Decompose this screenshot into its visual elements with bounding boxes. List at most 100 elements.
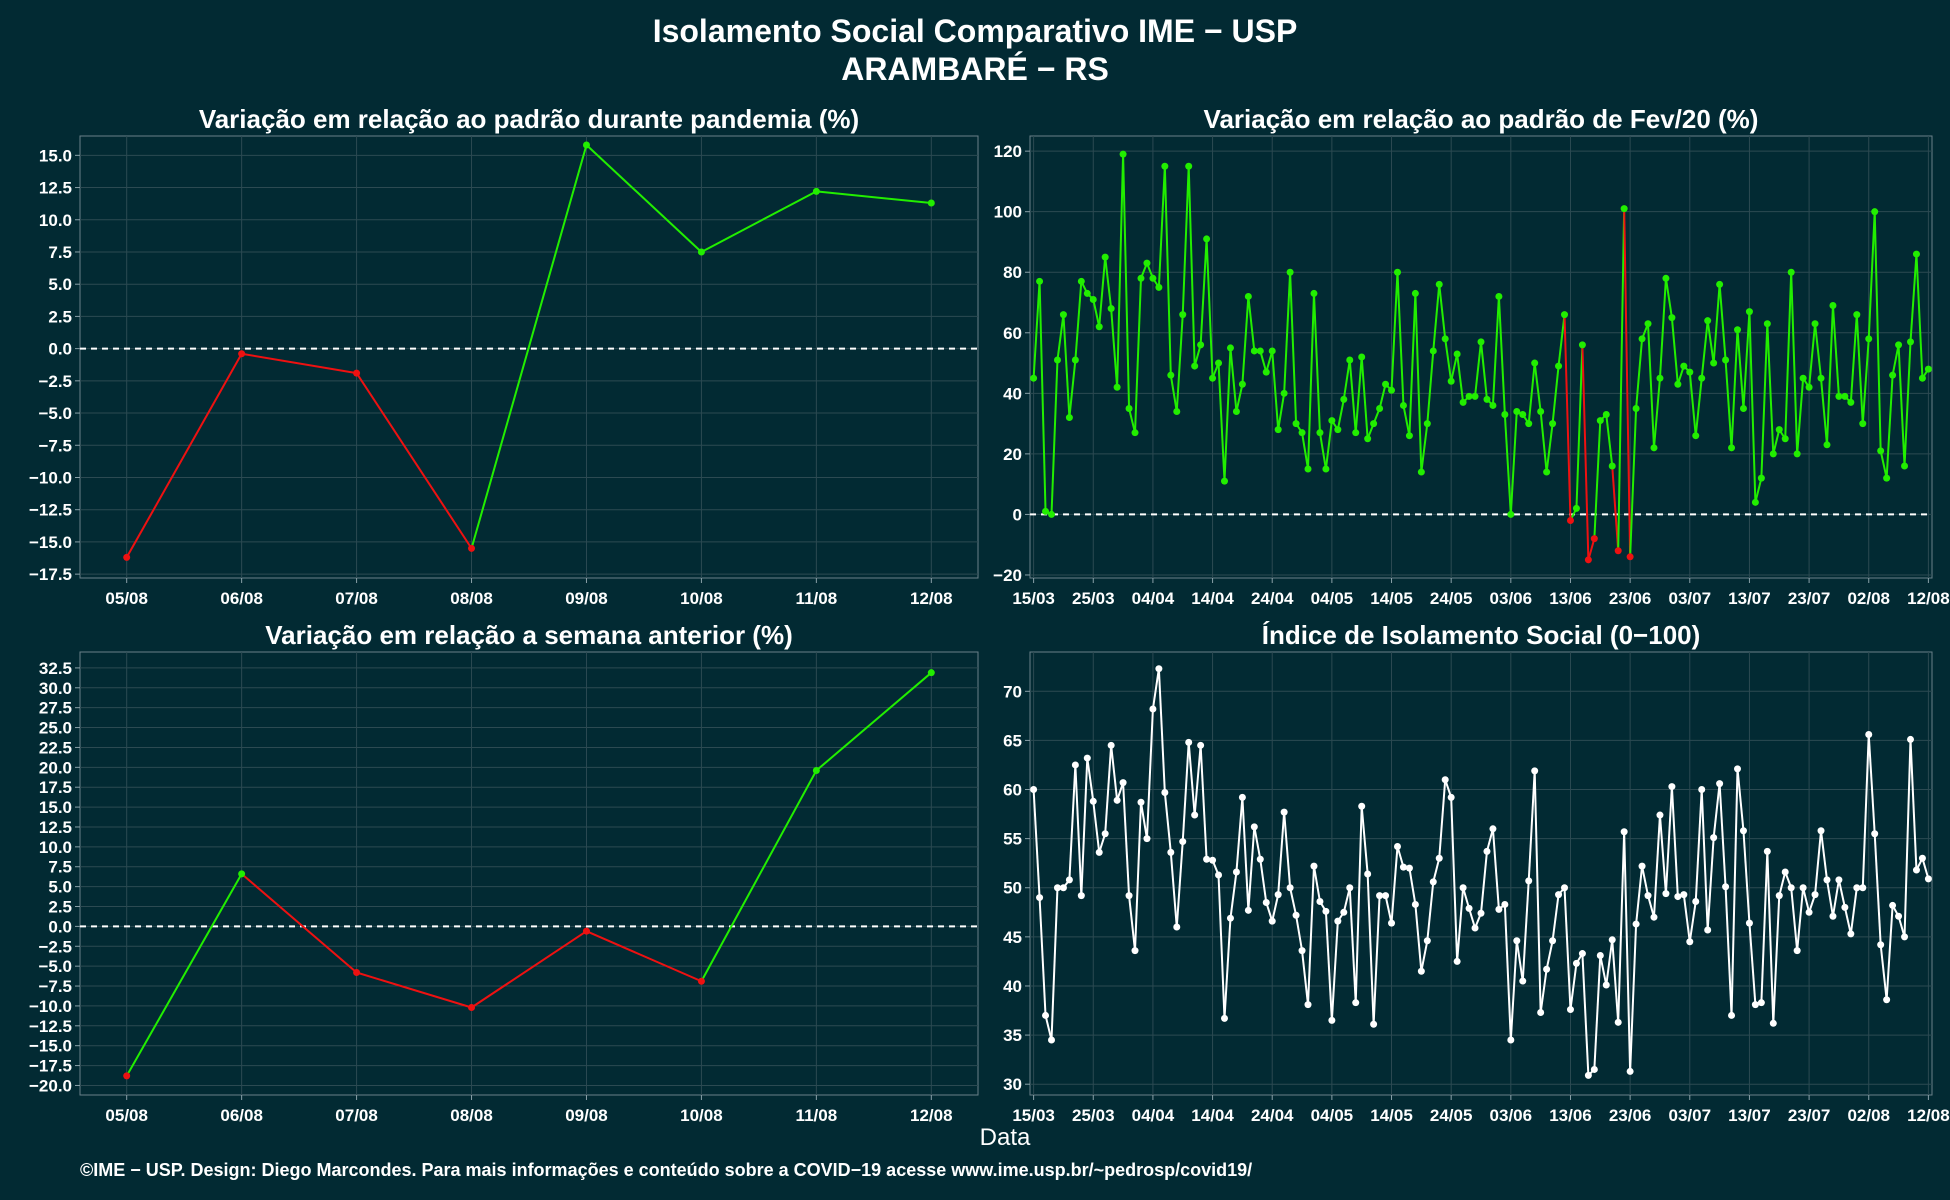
series-segment <box>1032 789 1041 898</box>
series-segment <box>1921 857 1930 880</box>
y-tick-label: 15.0 <box>39 798 72 817</box>
data-point <box>1203 855 1211 863</box>
x-tick-label: 13/06 <box>1549 589 1592 608</box>
data-point <box>1823 876 1831 884</box>
data-point <box>1656 811 1664 819</box>
series-segment <box>1629 408 1638 557</box>
series-segment <box>1277 393 1286 430</box>
series-segment <box>1820 378 1828 445</box>
y-tick-label: 45 <box>1003 928 1022 947</box>
data-point <box>1441 776 1449 784</box>
data-point <box>1226 344 1234 352</box>
series-segment <box>1229 871 1238 919</box>
data-point <box>1244 906 1252 914</box>
data-point <box>1537 407 1545 415</box>
series-segment <box>1289 887 1298 916</box>
series-segment <box>1366 873 1375 1025</box>
data-point <box>1388 386 1396 394</box>
data-point <box>1304 1001 1312 1009</box>
x-tick-label: 02/08 <box>1847 1106 1890 1125</box>
data-point <box>1895 912 1903 920</box>
series-segment <box>1814 830 1823 895</box>
series-segment <box>1730 768 1739 1016</box>
data-point <box>1877 447 1885 455</box>
data-point <box>1167 848 1175 856</box>
series-segment <box>700 770 818 982</box>
plot-area <box>1029 651 1933 1096</box>
x-tick-label: 07/08 <box>335 1106 378 1125</box>
data-point <box>1722 356 1730 364</box>
data-point <box>582 141 590 149</box>
data-point <box>1232 868 1240 876</box>
x-tick-label: 11/08 <box>796 589 838 608</box>
data-point <box>1537 1008 1545 1016</box>
data-point <box>1322 907 1330 915</box>
series-segment <box>1396 846 1405 868</box>
series-segment <box>1408 867 1417 905</box>
data-point <box>1763 320 1771 328</box>
series-segment <box>1157 668 1166 793</box>
series-segment <box>1503 414 1512 515</box>
data-point <box>1638 862 1646 870</box>
data-point <box>697 977 705 985</box>
data-point <box>1728 1011 1736 1019</box>
data-point <box>1191 362 1199 370</box>
x-tick-label: 24/04 <box>1251 1106 1294 1125</box>
data-point <box>1137 274 1145 282</box>
data-point <box>1292 420 1300 428</box>
series-segment <box>1796 378 1805 454</box>
data-point <box>1924 875 1932 883</box>
series-segment <box>1342 887 1351 913</box>
data-point <box>1173 407 1181 415</box>
series-segment <box>1831 305 1840 397</box>
series-segment <box>1593 420 1602 539</box>
series-segment <box>1044 1015 1053 1041</box>
data-point <box>1513 937 1521 945</box>
data-point <box>1590 535 1598 543</box>
series-segment <box>1611 465 1620 551</box>
series-segment <box>700 190 817 253</box>
series-segment <box>1485 828 1494 852</box>
x-tick-label: 24/05 <box>1430 1106 1473 1125</box>
data-point <box>1089 797 1097 805</box>
y-tick-label: 80 <box>1003 263 1022 282</box>
x-tick-label: 08/08 <box>450 589 493 608</box>
data-point <box>1614 547 1622 555</box>
data-point <box>1382 380 1390 388</box>
series-segment <box>1307 293 1315 470</box>
y-tick-label: 25.0 <box>39 719 72 738</box>
series-segment <box>1563 887 1572 1010</box>
series-segment <box>1086 757 1095 802</box>
series-segment <box>1772 429 1781 455</box>
series-segment <box>125 353 243 558</box>
y-tick-label: 2.5 <box>48 898 72 917</box>
series-segment <box>1688 901 1697 942</box>
data-point <box>1131 947 1139 955</box>
series-segment <box>1808 323 1817 388</box>
data-point <box>1847 398 1855 406</box>
y-tick-label: 10.0 <box>39 211 72 230</box>
y-tick-label: 100 <box>994 203 1022 222</box>
data-point <box>1734 765 1742 773</box>
data-point <box>1405 864 1413 872</box>
data-point <box>1906 338 1914 346</box>
data-point <box>1352 999 1360 1007</box>
data-point <box>1256 855 1264 863</box>
series-segment <box>1521 880 1530 982</box>
data-point <box>1632 920 1640 928</box>
data-point <box>1274 426 1282 434</box>
data-point <box>1829 302 1837 310</box>
series-segment <box>1056 314 1065 361</box>
data-point <box>1071 356 1079 364</box>
series-segment <box>1480 341 1488 400</box>
series-segment <box>1348 887 1357 1003</box>
data-point <box>1566 516 1574 524</box>
data-point <box>1716 280 1724 288</box>
data-point <box>1143 259 1151 267</box>
series-segment <box>1527 770 1536 881</box>
data-point <box>1292 911 1300 919</box>
y-tick-label: −5.0 <box>38 957 72 976</box>
series-segment <box>1736 329 1745 409</box>
data-point <box>1095 323 1103 331</box>
data-point <box>1215 359 1223 367</box>
